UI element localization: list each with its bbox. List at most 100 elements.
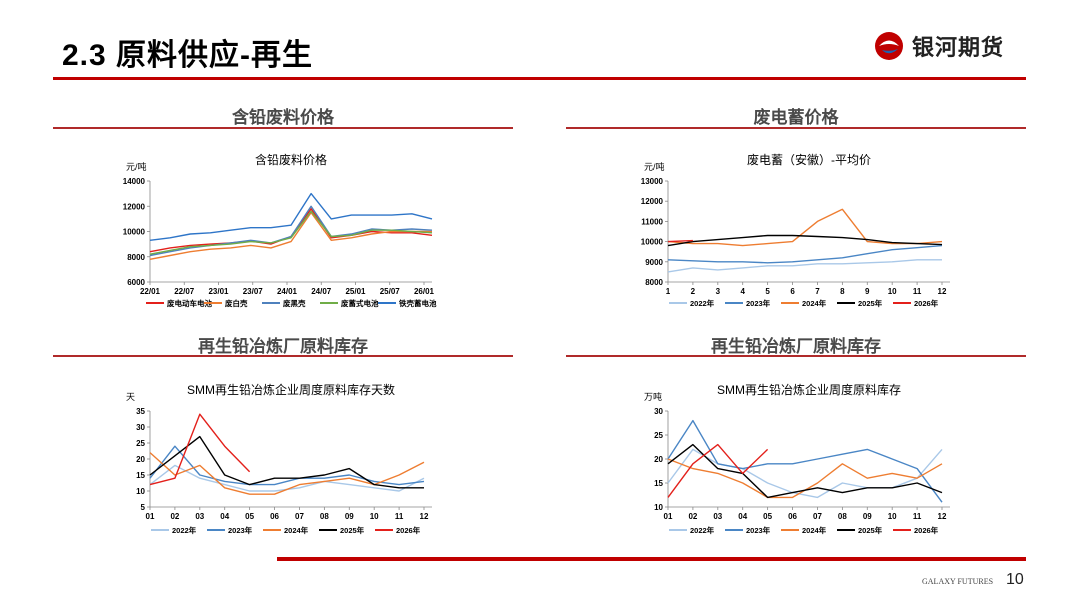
x-tick-label: 10 bbox=[888, 287, 897, 296]
x-tick-label: 11 bbox=[913, 512, 922, 521]
y-tick-label: 30 bbox=[136, 423, 145, 432]
x-tick-label: 25/07 bbox=[380, 287, 401, 296]
y-axis-label: 万吨 bbox=[644, 391, 662, 402]
series-line-2 bbox=[149, 452, 425, 495]
legend-item: 2025年 bbox=[858, 525, 883, 535]
section-divider bbox=[53, 127, 513, 129]
y-tick-label: 14000 bbox=[123, 177, 146, 186]
x-tick-label: 06 bbox=[270, 512, 279, 521]
x-tick-label: 7 bbox=[815, 287, 820, 296]
section-divider bbox=[53, 355, 513, 357]
y-tick-label: 13000 bbox=[641, 177, 664, 186]
legend-item: 废白壳 bbox=[225, 298, 248, 308]
x-tick-label: 24/01 bbox=[277, 287, 298, 296]
series-line-1 bbox=[149, 445, 425, 486]
y-tick-label: 10 bbox=[136, 487, 145, 496]
y-tick-label: 15 bbox=[136, 471, 145, 480]
legend-item: 2025年 bbox=[858, 298, 883, 308]
x-tick-label: 04 bbox=[220, 512, 229, 521]
footer-brand: GALAXY FUTURES bbox=[922, 577, 994, 586]
series-line-4 bbox=[667, 443, 769, 498]
y-axis-label: 元/吨 bbox=[126, 161, 147, 172]
legend-item: 2024年 bbox=[802, 525, 827, 535]
x-tick-label: 02 bbox=[170, 512, 179, 521]
y-tick-label: 30 bbox=[654, 407, 663, 416]
x-tick-label: 09 bbox=[863, 512, 872, 521]
x-tick-label: 09 bbox=[345, 512, 354, 521]
section-divider bbox=[566, 355, 1026, 357]
x-tick-label: 5 bbox=[765, 287, 770, 296]
series-line-1 bbox=[667, 244, 943, 264]
chart-title: 含铅废料价格 bbox=[255, 152, 327, 167]
legend-item: 铁壳蓄电池 bbox=[399, 298, 437, 308]
y-tick-label: 10 bbox=[654, 503, 663, 512]
x-tick-label: 04 bbox=[738, 512, 747, 521]
series-line-3 bbox=[149, 210, 433, 255]
header-rule bbox=[53, 77, 1026, 80]
y-tick-label: 25 bbox=[654, 431, 663, 440]
series-line-0 bbox=[667, 259, 942, 273]
section-title-scrap-price: 含铅废料价格 bbox=[232, 108, 334, 127]
legend-item: 废电动车电池 bbox=[167, 298, 212, 308]
footer-rule bbox=[277, 557, 1026, 561]
y-tick-label: 20 bbox=[654, 455, 663, 464]
x-tick-label: 24/07 bbox=[311, 287, 332, 296]
series-line-4 bbox=[667, 239, 693, 243]
x-tick-label: 4 bbox=[741, 287, 746, 296]
y-tick-label: 5 bbox=[141, 503, 146, 512]
y-tick-label: 8000 bbox=[645, 278, 663, 287]
series-line-4 bbox=[149, 413, 251, 486]
x-tick-label: 25/01 bbox=[345, 287, 366, 296]
section-divider bbox=[566, 127, 1026, 129]
page-title: 2.3 原料供应-再生 bbox=[62, 39, 314, 72]
series-line-2 bbox=[667, 458, 943, 499]
y-tick-label: 20 bbox=[136, 455, 145, 464]
x-tick-label: 10 bbox=[888, 512, 897, 521]
section-title-stock-volume: 再生铅冶炼厂原料库存 bbox=[711, 337, 881, 356]
legend-item: 2022年 bbox=[690, 298, 715, 308]
y-tick-label: 10000 bbox=[641, 238, 664, 247]
series-line-3 bbox=[667, 443, 943, 499]
legend-item: 2026年 bbox=[396, 525, 421, 535]
x-tick-label: 12 bbox=[938, 287, 947, 296]
x-tick-label: 06 bbox=[788, 512, 797, 521]
y-axis-label: 天 bbox=[126, 392, 135, 402]
legend-item: 2026年 bbox=[914, 525, 939, 535]
chart-title: 废电蓄（安徽）-平均价 bbox=[747, 152, 871, 167]
x-tick-label: 11 bbox=[913, 287, 922, 296]
legend-item: 废蓄式电池 bbox=[341, 298, 379, 308]
legend-item: 2022年 bbox=[172, 525, 197, 535]
y-tick-label: 15 bbox=[654, 479, 663, 488]
page-number: 10 bbox=[1006, 571, 1024, 588]
x-tick-label: 02 bbox=[688, 512, 697, 521]
x-tick-label: 01 bbox=[664, 512, 673, 521]
x-tick-label: 23/07 bbox=[243, 287, 264, 296]
x-tick-label: 10 bbox=[370, 512, 379, 521]
legend-item: 2025年 bbox=[340, 525, 365, 535]
x-tick-label: 03 bbox=[195, 512, 204, 521]
x-tick-label: 9 bbox=[865, 287, 870, 296]
x-tick-label: 08 bbox=[838, 512, 847, 521]
galaxy-logo-icon bbox=[875, 32, 903, 60]
x-tick-label: 11 bbox=[395, 512, 404, 521]
legend-item: 2023年 bbox=[746, 525, 771, 535]
x-tick-label: 2 bbox=[691, 287, 696, 296]
x-tick-label: 07 bbox=[813, 512, 822, 521]
x-tick-label: 22/01 bbox=[140, 287, 161, 296]
series-line-0 bbox=[667, 448, 943, 499]
x-tick-label: 07 bbox=[295, 512, 304, 521]
legend-item: 2023年 bbox=[746, 298, 771, 308]
x-tick-label: 3 bbox=[716, 287, 721, 296]
x-tick-label: 05 bbox=[245, 512, 254, 521]
legend-item: 2024年 bbox=[284, 525, 309, 535]
series-line-3 bbox=[667, 234, 943, 247]
x-tick-label: 26/01 bbox=[414, 287, 435, 296]
y-tick-label: 12000 bbox=[641, 197, 664, 206]
legend-item: 2023年 bbox=[228, 525, 253, 535]
x-tick-label: 22/07 bbox=[174, 287, 195, 296]
chart-title: SMM再生铅冶炼企业周度原料库存天数 bbox=[187, 382, 395, 397]
brand-logo: 银河期货 bbox=[872, 30, 1004, 62]
